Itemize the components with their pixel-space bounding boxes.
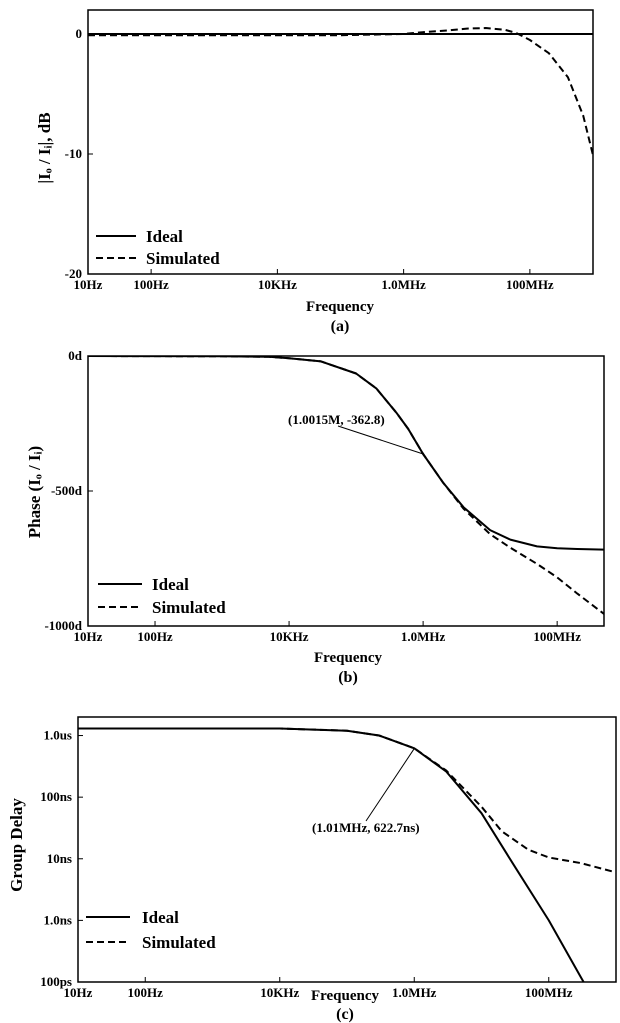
plot-frame [87, 9, 594, 275]
series-ideal [88, 356, 604, 551]
annotation-leader [365, 747, 415, 822]
y-tick-label-100ps: 100ps [40, 974, 72, 989]
y-axis-label: |Iₒ / Iᵢ|, dB [35, 112, 54, 183]
legend: Ideal Simulated [86, 908, 216, 952]
y-tick-label-1-0us: 1.0us [43, 728, 72, 743]
y-axis-label: Group Delay [7, 798, 26, 892]
caption: (c) [336, 1006, 354, 1023]
legend: Ideal Simulated [96, 227, 220, 268]
y-tick-labels: 1.0us 100ns 10ns 1.0ns 100ps [40, 728, 72, 989]
tick-marks [87, 33, 594, 275]
x-tick-label-10khz: 10KHz [270, 629, 309, 644]
x-tick-label-10khz: 10KHz [258, 277, 297, 292]
y-tick-label-1000d: -1000d [44, 618, 82, 633]
x-tick-label-100hz: 100Hz [128, 985, 164, 1000]
x-axis-label: Frequency [314, 650, 383, 666]
y-tick-label-1-0ns: 1.0ns [43, 912, 72, 927]
annotation-leader [337, 425, 424, 455]
plot-frame [77, 716, 617, 983]
series-simulated [78, 727, 616, 874]
y-tick-label-100ns: 100ns [40, 789, 72, 804]
chart-group-delay: 10Hz 100Hz 10KHz 1.0MHz 100MHz 1.0us 100ns 10n… [7, 716, 617, 1023]
x-tick-label-1-0mhz: 1.0MHz [401, 629, 446, 644]
series-simulated [88, 27, 593, 156]
legend-label-simulated: Simulated [152, 598, 226, 617]
x-tick-label-100hz: 100Hz [133, 277, 169, 292]
y-tick-label-10ns: 10ns [47, 851, 72, 866]
tick-marks [77, 735, 550, 983]
series-layer [88, 356, 604, 615]
legend-label-ideal: Ideal [152, 575, 189, 594]
x-tick-labels: 10Hz 100Hz 10KHz 1.0MHz 100MHz [74, 277, 554, 292]
x-tick-label-100mhz: 100MHz [533, 629, 581, 644]
y-tick-label-0: 0 [76, 26, 83, 41]
x-tick-labels: 10Hz 100Hz 10KHz 1.0MHz 100MHz [64, 985, 573, 1000]
legend-label-simulated: Simulated [142, 933, 216, 952]
y-tick-label-20: -20 [65, 266, 82, 281]
x-tick-label-100mhz: 100MHz [525, 985, 573, 1000]
series-ideal [78, 727, 585, 982]
legend-label-ideal: Ideal [142, 908, 179, 927]
x-tick-label-10hz: 10Hz [74, 277, 103, 292]
chart-phase: 10Hz 100Hz 10KHz 1.0MHz 100MHz 0d -500d -1000d… [25, 348, 605, 686]
x-tick-labels: 10Hz 100Hz 10KHz 1.0MHz 100MHz [74, 629, 582, 644]
series-layer [88, 27, 593, 156]
series-layer [78, 727, 616, 982]
series-simulated [88, 356, 604, 615]
caption: (a) [331, 318, 350, 335]
legend-label-ideal: Ideal [146, 227, 183, 246]
y-tick-label-0d: 0d [68, 348, 83, 363]
x-axis-label: Frequency [311, 988, 380, 1004]
y-tick-labels: 0 -10 -20 [65, 26, 82, 281]
y-axis-label: Phase (Iₒ / Iᵢ) [25, 446, 44, 538]
x-tick-label-10hz: 10Hz [74, 629, 103, 644]
x-tick-label-1-0mhz: 1.0MHz [392, 985, 437, 1000]
annotation-label: (1.01MHz, 622.7ns) [312, 820, 420, 835]
annotation-label: (1.0015M, -362.8) [288, 412, 385, 427]
y-tick-labels: 0d -500d -1000d [44, 348, 82, 633]
x-tick-label-1-0mhz: 1.0MHz [381, 277, 426, 292]
x-axis-label: Frequency [306, 299, 375, 315]
caption: (b) [338, 669, 358, 686]
y-tick-label-10: -10 [65, 146, 82, 161]
y-tick-label-500d: -500d [51, 483, 83, 498]
x-tick-label-100hz: 100Hz [137, 629, 173, 644]
x-tick-label-10hz: 10Hz [64, 985, 93, 1000]
legend-label-simulated: Simulated [146, 249, 220, 268]
chart-magnitude: 10Hz 100Hz 10KHz 1.0MHz 100MHz 0 -10 -20 |Iₒ /… [35, 9, 594, 335]
legend: Ideal Simulated [98, 575, 226, 617]
x-tick-label-10khz: 10KHz [260, 985, 299, 1000]
x-tick-label-100mhz: 100MHz [506, 277, 554, 292]
